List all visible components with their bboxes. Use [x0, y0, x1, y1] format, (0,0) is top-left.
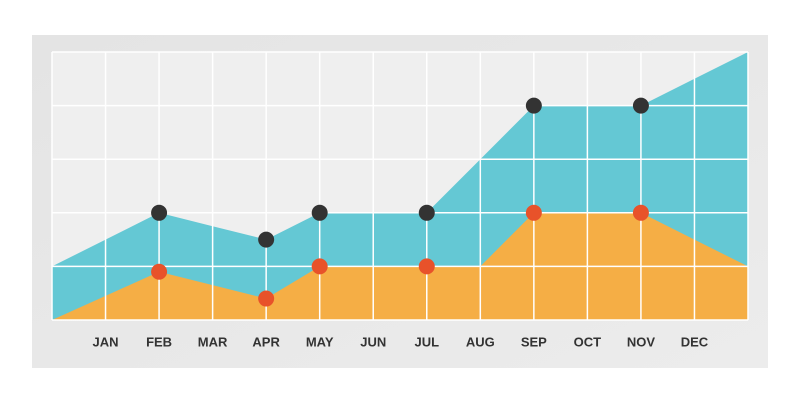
x-tick-label: JUL	[414, 334, 439, 349]
point-marker	[258, 290, 275, 307]
x-tick-label: SEP	[521, 334, 547, 349]
point-marker	[525, 204, 542, 221]
point-marker	[151, 263, 168, 280]
point-marker	[632, 97, 649, 114]
x-tick-label: MAR	[198, 334, 228, 349]
x-tick-label: FEB	[146, 334, 172, 349]
point-marker	[418, 204, 435, 221]
x-tick-label: JUN	[360, 334, 386, 349]
x-tick-label: JAN	[93, 334, 119, 349]
x-tick-label: AUG	[466, 334, 495, 349]
point-marker	[525, 97, 542, 114]
point-marker	[632, 204, 649, 221]
x-tick-label: MAY	[306, 334, 334, 349]
point-marker	[151, 204, 168, 221]
x-tick-label: NOV	[627, 334, 656, 349]
point-marker	[311, 204, 328, 221]
point-marker	[311, 258, 328, 275]
x-tick-label: APR	[252, 334, 280, 349]
x-tick-label: DEC	[681, 334, 709, 349]
point-marker	[258, 231, 275, 248]
point-marker	[418, 258, 435, 275]
x-tick-label: OCT	[574, 334, 602, 349]
